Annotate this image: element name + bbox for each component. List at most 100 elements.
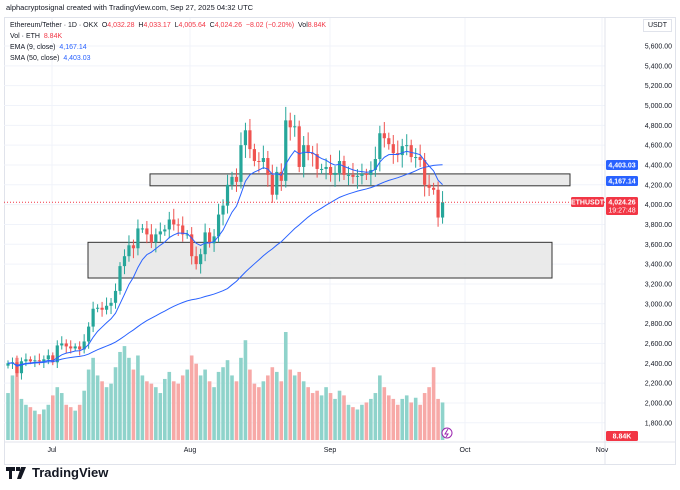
volume-bar	[122, 346, 127, 440]
candle-body	[33, 360, 37, 362]
volume-bar	[346, 404, 351, 440]
volume-bar	[118, 351, 122, 440]
candle-body	[149, 234, 153, 243]
candle-body	[311, 153, 315, 155]
volume-bar	[378, 375, 382, 440]
candle-body	[167, 219, 171, 230]
volume-bar	[230, 375, 234, 440]
candle-body	[190, 234, 194, 257]
volume-bar	[239, 357, 243, 440]
candle-body	[387, 138, 391, 145]
high-label: H	[138, 22, 144, 29]
candle-body	[284, 120, 288, 181]
candle-body	[87, 326, 91, 342]
vol-value: 8.84K	[307, 22, 327, 29]
candle-body	[208, 232, 212, 244]
volume-indicator-title[interactable]: Vol · ETH	[10, 33, 40, 40]
price-tick: 2,000.00	[645, 400, 672, 407]
candle-body	[418, 157, 422, 161]
brand-name: TradingView	[32, 465, 109, 480]
candle-body	[163, 229, 167, 232]
volume-bar	[194, 363, 198, 440]
ema-badge: 4,167.14	[606, 176, 638, 186]
caption: alphacryptosignal created with TradingVi…	[6, 3, 254, 12]
symbol-badge-bg	[571, 197, 604, 207]
price-badge-text: 19:27:48	[608, 208, 635, 215]
volume-bar	[82, 390, 86, 440]
volume-bar	[189, 355, 194, 440]
price-tick: 3,000.00	[645, 301, 672, 308]
price-badge-bg	[606, 197, 638, 215]
volume-bar	[310, 393, 315, 440]
ema-line	[7, 150, 443, 366]
candle-body	[239, 145, 243, 182]
candle-body	[302, 145, 306, 167]
volume-bar	[319, 395, 324, 440]
volume-bar	[149, 383, 154, 440]
volume-bar	[413, 397, 418, 440]
volume-bar	[248, 369, 252, 440]
symbol-title[interactable]: Ethereum/Tether · 1D · OKX	[10, 22, 98, 29]
tradingview-logo[interactable]: TradingView	[6, 465, 108, 480]
volume-bar	[185, 369, 189, 440]
volume-bar	[109, 383, 113, 440]
volume-badge-bg	[606, 431, 638, 441]
candle-body	[158, 231, 162, 235]
candle-body	[122, 256, 127, 267]
volume-bar	[288, 369, 293, 440]
sma-indicator-title[interactable]: SMA (50, close)	[10, 55, 60, 62]
candle-body	[279, 171, 283, 181]
price-tick: 2,400.00	[645, 361, 672, 368]
candle-body	[113, 290, 118, 303]
candle-body	[199, 254, 203, 265]
candle-body	[136, 228, 140, 249]
support-resistance-zone	[87, 241, 553, 279]
volume-bar	[342, 395, 346, 440]
open-label: O	[101, 22, 108, 29]
change-value: −8.02 (−0.20%)	[245, 22, 295, 29]
candle-body	[64, 343, 68, 347]
volume-bar	[198, 375, 203, 440]
volume-bar	[24, 404, 28, 440]
chart-frame[interactable]	[4, 17, 676, 465]
volume-bar	[404, 395, 409, 440]
candle-body	[391, 144, 395, 154]
candle-body	[378, 133, 382, 160]
volume-bar	[283, 332, 288, 440]
sma-line	[7, 164, 443, 367]
candle-body	[400, 146, 404, 156]
sma-badge-bg	[606, 160, 638, 170]
time-tick: Aug	[184, 447, 197, 454]
candle-body	[24, 359, 28, 362]
sma-badge: 4,403.03	[606, 160, 638, 170]
volume-bar	[145, 381, 149, 440]
candle-body	[364, 173, 368, 175]
volume-bar	[207, 381, 212, 440]
price-tick: 5,400.00	[645, 63, 672, 70]
candle-body	[185, 234, 189, 236]
candle-body	[324, 166, 328, 169]
volume-bar	[131, 369, 136, 440]
candle-body	[212, 236, 216, 244]
currency-button[interactable]: USDT	[642, 19, 672, 32]
volume-bar	[301, 381, 306, 440]
volume-bar	[59, 393, 64, 440]
ema-indicator-title[interactable]: EMA (9, close)	[10, 44, 56, 51]
close-label: C	[209, 22, 215, 29]
candle-body	[109, 302, 113, 306]
price-tick: 2,800.00	[645, 321, 672, 328]
volume-bar	[46, 404, 51, 440]
volume-bar	[86, 369, 91, 440]
volume-bar	[395, 404, 400, 440]
sma-indicator-value: 4,403.03	[63, 55, 91, 62]
candle-body	[96, 307, 100, 309]
time-tick: Nov	[596, 447, 609, 454]
price-tick: 5,200.00	[645, 83, 672, 90]
candle-body	[423, 160, 427, 185]
candle-body	[127, 245, 131, 257]
volume-bar	[167, 371, 172, 440]
candle-body	[104, 305, 109, 310]
volume-bar	[95, 375, 100, 440]
